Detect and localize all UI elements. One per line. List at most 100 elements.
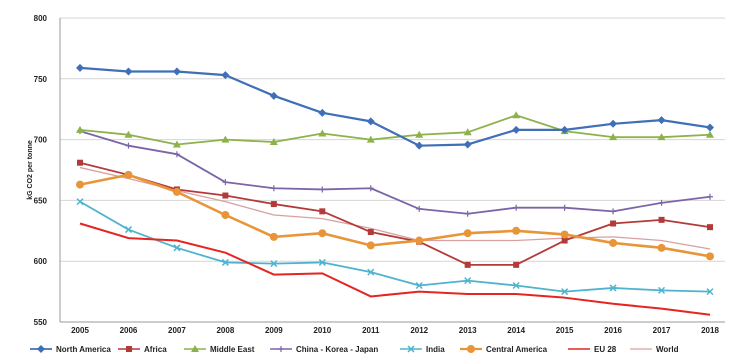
series-4 bbox=[76, 198, 714, 296]
y-tick-label-2: 650 bbox=[34, 196, 48, 205]
point-4-2 bbox=[173, 244, 181, 252]
point-5-12 bbox=[657, 243, 666, 252]
series-line-2 bbox=[79, 114, 711, 146]
point-4-0 bbox=[76, 198, 84, 206]
series-line-3 bbox=[79, 130, 711, 215]
y-axis-ticks: 550 600 650 700 750 800 bbox=[34, 14, 48, 327]
point-0-4 bbox=[269, 91, 278, 100]
point-2-3 bbox=[221, 135, 230, 143]
point-3-2 bbox=[173, 151, 180, 158]
point-4-7 bbox=[415, 281, 423, 290]
point-2-12 bbox=[657, 133, 666, 141]
legend-label-1: Africa bbox=[144, 345, 167, 354]
x-tick-label-7: 2012 bbox=[410, 326, 428, 335]
point-3-4 bbox=[270, 185, 277, 192]
legend-item-6: EU 28 bbox=[568, 345, 617, 354]
y-tick-label-0: 550 bbox=[34, 318, 48, 327]
point-1-12 bbox=[658, 216, 665, 223]
point-4-3 bbox=[221, 258, 229, 266]
point-2-1 bbox=[124, 130, 133, 138]
legend: North America Africa Middle East China - Ko… bbox=[30, 345, 679, 354]
point-5-13 bbox=[706, 252, 714, 261]
y-tick-label-3: 700 bbox=[34, 136, 48, 145]
legend-marker-5 bbox=[467, 345, 475, 353]
point-4-8 bbox=[464, 277, 472, 285]
point-0-13 bbox=[706, 123, 714, 132]
point-2-7 bbox=[415, 130, 424, 138]
series-line-4 bbox=[79, 200, 711, 293]
series-line-0 bbox=[79, 66, 711, 147]
y-tick-label-4: 750 bbox=[34, 75, 48, 84]
x-tick-label-1: 2006 bbox=[120, 326, 138, 335]
point-2-2 bbox=[172, 140, 181, 148]
point-2-5 bbox=[318, 129, 327, 137]
point-1-9 bbox=[513, 261, 520, 268]
legend-label-5: Central America bbox=[486, 345, 548, 354]
legend-marker-2 bbox=[191, 345, 199, 352]
x-tick-label-8: 2013 bbox=[459, 326, 477, 335]
point-0-5 bbox=[318, 108, 327, 117]
point-0-6 bbox=[366, 117, 375, 126]
legend-label-6: EU 28 bbox=[594, 345, 617, 354]
legend-marker-3 bbox=[278, 346, 284, 352]
x-tick-label-10: 2015 bbox=[556, 326, 574, 335]
x-tick-label-2: 2007 bbox=[168, 326, 186, 335]
x-tick-label-12: 2017 bbox=[653, 326, 671, 335]
point-5-0 bbox=[76, 180, 84, 189]
point-3-9 bbox=[513, 204, 520, 211]
series-6 bbox=[79, 222, 711, 316]
x-axis-ticks: 2005 2006 2007 2008 2009 2010 2011 2012 2013 2014… bbox=[71, 326, 719, 335]
point-2-11 bbox=[609, 133, 618, 141]
point-5-6 bbox=[366, 241, 375, 250]
point-4-4 bbox=[270, 260, 278, 268]
point-2-0 bbox=[76, 125, 84, 133]
point-1-10 bbox=[561, 237, 568, 244]
point-5-4 bbox=[269, 232, 278, 241]
point-5-11 bbox=[609, 238, 618, 247]
legend-marker-4 bbox=[407, 345, 415, 353]
point-2-4 bbox=[269, 138, 278, 146]
point-2-6 bbox=[366, 135, 375, 143]
point-4-12 bbox=[658, 286, 666, 294]
series-line-6 bbox=[79, 222, 711, 316]
point-1-13 bbox=[707, 224, 713, 231]
point-1-5 bbox=[319, 208, 326, 215]
point-4-11 bbox=[609, 284, 617, 292]
point-3-12 bbox=[658, 199, 665, 206]
y-tick-label-5: 800 bbox=[34, 14, 48, 23]
gridlines bbox=[59, 17, 725, 323]
x-tick-label-3: 2008 bbox=[216, 326, 234, 335]
series-7 bbox=[79, 166, 711, 250]
legend-label-3: China - Korea - Japan bbox=[296, 345, 378, 354]
legend-item-3: China - Korea - Japan bbox=[270, 345, 378, 354]
x-tick-label-13: 2018 bbox=[701, 326, 719, 335]
point-0-7 bbox=[415, 141, 424, 150]
point-3-1 bbox=[125, 142, 132, 149]
point-3-8 bbox=[464, 210, 471, 217]
point-5-9 bbox=[512, 226, 521, 235]
legend-item-7: World bbox=[630, 345, 679, 354]
series-5 bbox=[76, 170, 714, 261]
point-5-10 bbox=[560, 230, 569, 239]
point-0-10 bbox=[560, 125, 569, 134]
series-0 bbox=[76, 63, 714, 150]
point-3-5 bbox=[319, 186, 326, 193]
legend-marker-1 bbox=[126, 346, 132, 352]
legend-label-4: India bbox=[426, 345, 445, 354]
x-tick-label-4: 2009 bbox=[265, 326, 283, 335]
point-5-7 bbox=[415, 236, 424, 245]
point-5-8 bbox=[463, 229, 472, 238]
point-0-1 bbox=[124, 67, 133, 76]
point-3-6 bbox=[367, 185, 374, 192]
point-1-4 bbox=[270, 201, 277, 208]
plot-area bbox=[60, 18, 725, 322]
legend-item-2: Middle East bbox=[184, 345, 255, 354]
legend-label-2: Middle East bbox=[210, 345, 255, 354]
point-4-10 bbox=[561, 288, 569, 296]
point-4-13 bbox=[706, 288, 714, 296]
series-line-5 bbox=[79, 173, 711, 258]
y-tick-label-1: 600 bbox=[34, 257, 48, 266]
point-1-6 bbox=[367, 229, 374, 236]
point-0-11 bbox=[609, 119, 618, 128]
